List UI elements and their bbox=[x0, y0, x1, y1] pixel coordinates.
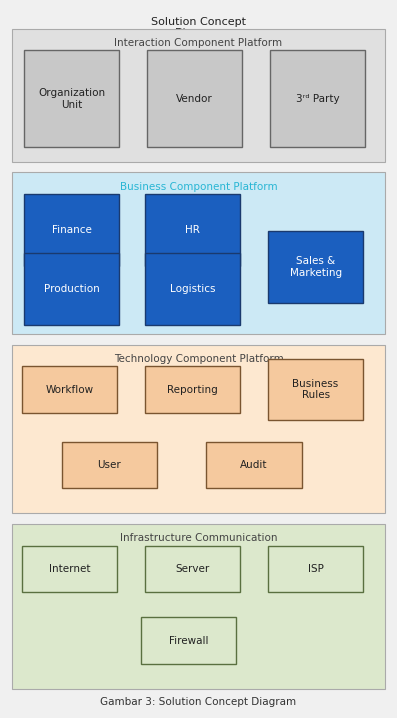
Text: Logistics: Logistics bbox=[170, 284, 215, 294]
Text: Technology Component Platform: Technology Component Platform bbox=[114, 354, 283, 364]
Text: Vendor: Vendor bbox=[176, 94, 213, 103]
Text: Interaction Component Platform: Interaction Component Platform bbox=[114, 38, 283, 48]
Text: Business Component Platform: Business Component Platform bbox=[119, 182, 278, 192]
FancyBboxPatch shape bbox=[12, 172, 385, 334]
Text: Workflow: Workflow bbox=[45, 385, 94, 394]
Text: Business
Rules: Business Rules bbox=[293, 378, 339, 401]
Text: HR: HR bbox=[185, 225, 200, 235]
Text: Organization
Unit: Organization Unit bbox=[38, 88, 105, 110]
FancyBboxPatch shape bbox=[141, 617, 236, 664]
FancyBboxPatch shape bbox=[145, 253, 240, 325]
FancyBboxPatch shape bbox=[206, 442, 302, 488]
Text: Firewall: Firewall bbox=[169, 636, 208, 645]
FancyBboxPatch shape bbox=[270, 50, 365, 147]
FancyBboxPatch shape bbox=[24, 50, 119, 147]
FancyBboxPatch shape bbox=[12, 29, 385, 162]
Text: Infrastructure Communication: Infrastructure Communication bbox=[120, 533, 277, 544]
FancyBboxPatch shape bbox=[24, 253, 119, 325]
Text: Reporting: Reporting bbox=[167, 385, 218, 394]
FancyBboxPatch shape bbox=[12, 524, 385, 689]
FancyBboxPatch shape bbox=[268, 231, 363, 303]
Text: Production: Production bbox=[44, 284, 99, 294]
FancyBboxPatch shape bbox=[145, 194, 240, 266]
FancyBboxPatch shape bbox=[268, 359, 363, 420]
FancyBboxPatch shape bbox=[62, 442, 157, 488]
FancyBboxPatch shape bbox=[22, 366, 117, 413]
Text: User: User bbox=[97, 460, 121, 470]
FancyBboxPatch shape bbox=[268, 546, 363, 592]
FancyBboxPatch shape bbox=[24, 194, 119, 266]
FancyBboxPatch shape bbox=[12, 345, 385, 513]
Text: Internet: Internet bbox=[49, 564, 90, 574]
FancyBboxPatch shape bbox=[145, 366, 240, 413]
Text: ISP: ISP bbox=[308, 564, 324, 574]
Text: Server: Server bbox=[175, 564, 210, 574]
Text: Gambar 3: Solution Concept Diagram: Gambar 3: Solution Concept Diagram bbox=[100, 697, 297, 707]
Text: Sales &
Marketing: Sales & Marketing bbox=[289, 256, 342, 278]
Text: Finance: Finance bbox=[52, 225, 91, 235]
FancyBboxPatch shape bbox=[22, 546, 117, 592]
FancyBboxPatch shape bbox=[145, 546, 240, 592]
Text: Audit: Audit bbox=[240, 460, 268, 470]
Text: 3ʳᵈ Party: 3ʳᵈ Party bbox=[296, 94, 339, 103]
Text: Solution Concept
Diagram: Solution Concept Diagram bbox=[151, 17, 246, 38]
FancyBboxPatch shape bbox=[147, 50, 242, 147]
